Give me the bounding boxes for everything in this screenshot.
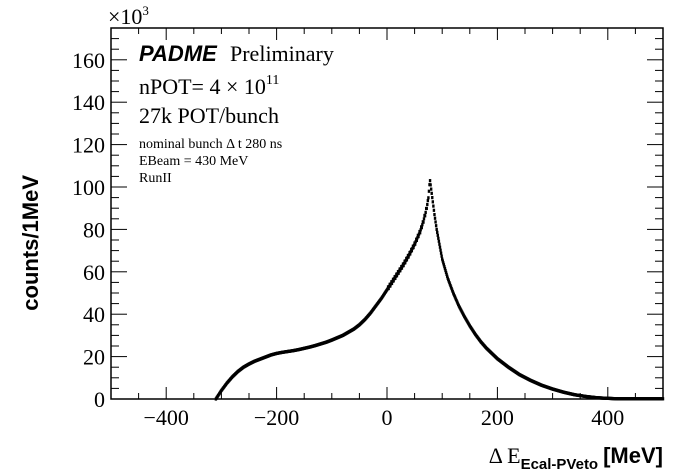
x-tick-label: −400 xyxy=(143,405,188,430)
y-multiplier: ×103 xyxy=(108,3,149,29)
data-point xyxy=(402,264,405,268)
data-point xyxy=(439,251,443,255)
data-point xyxy=(441,257,444,261)
data-point xyxy=(421,223,424,227)
data-point xyxy=(417,235,420,239)
data-point xyxy=(438,242,441,246)
data-point xyxy=(412,246,415,250)
y-tick-label: 120 xyxy=(72,133,105,158)
x-tick-labels: −400 −200 0 200 400 xyxy=(143,405,624,430)
data-point xyxy=(395,274,399,278)
x-axis-ticks xyxy=(110,28,664,399)
data-point xyxy=(399,269,402,273)
data-point xyxy=(392,279,395,283)
data-point xyxy=(404,261,407,265)
data-point xyxy=(437,239,441,243)
data-point xyxy=(415,238,419,243)
data-point xyxy=(427,196,430,200)
data-point xyxy=(408,252,412,256)
data-point xyxy=(387,286,390,291)
data-point xyxy=(438,245,442,249)
y-tick-label: 20 xyxy=(83,345,105,370)
preliminary-label: Preliminary xyxy=(230,41,334,66)
y-tick-label: 100 xyxy=(72,175,105,200)
data-point xyxy=(400,266,404,270)
data-point xyxy=(444,268,447,273)
x-tick-label: 200 xyxy=(481,405,514,430)
data-point xyxy=(436,233,439,237)
bunch-dt-label: nominal bunch Δ t 280 ns xyxy=(139,137,282,152)
data-point xyxy=(397,271,400,275)
data-point xyxy=(428,179,432,183)
data-point xyxy=(434,220,437,224)
data-point xyxy=(413,242,417,246)
data-point xyxy=(435,227,438,231)
brand-label: PADME xyxy=(139,41,218,66)
data-point xyxy=(443,267,447,271)
data-point xyxy=(418,231,422,235)
y-axis-label: counts/1MeV xyxy=(18,175,43,311)
data-point xyxy=(430,191,433,195)
y-tick-label: 40 xyxy=(83,302,105,327)
data-point xyxy=(429,187,433,191)
data-point xyxy=(422,217,426,221)
data-point xyxy=(423,214,427,218)
data-point xyxy=(389,284,392,288)
data-point xyxy=(422,220,425,224)
data-point xyxy=(661,397,665,401)
data-point xyxy=(419,228,422,232)
x-axis-label: Δ EEcal-PVeto [MeV] xyxy=(489,443,663,473)
data-point xyxy=(426,202,429,207)
data-point xyxy=(390,281,394,286)
data-point xyxy=(434,224,438,228)
data-point xyxy=(394,276,397,280)
data-point xyxy=(432,204,435,208)
data-point xyxy=(405,258,409,262)
data-point xyxy=(442,261,445,265)
data-point xyxy=(436,230,439,234)
data-point xyxy=(437,236,440,240)
x-tick-label: −200 xyxy=(254,405,299,430)
data-point xyxy=(444,270,448,275)
data-point xyxy=(431,200,435,204)
data-point xyxy=(424,210,427,215)
data-point xyxy=(429,183,432,187)
data-point xyxy=(443,265,446,269)
data-point xyxy=(410,249,414,253)
y-tick-label: 60 xyxy=(83,260,105,285)
data-point xyxy=(426,198,430,203)
run-label: RunII xyxy=(139,171,172,186)
data-point xyxy=(445,274,449,278)
x-tick-label: 0 xyxy=(382,405,393,430)
data-point xyxy=(433,216,437,220)
data-point xyxy=(431,196,434,200)
data-point xyxy=(420,226,423,230)
data-point xyxy=(439,248,442,252)
data-point xyxy=(442,263,446,267)
ebeam-label: EBeam = 430 MeV xyxy=(139,154,248,169)
y-tick-label: 80 xyxy=(83,217,105,242)
data-point xyxy=(427,189,431,193)
data-points xyxy=(214,179,665,401)
data-point xyxy=(441,259,444,263)
data-point xyxy=(425,206,428,211)
y-tick-label: 140 xyxy=(72,90,105,115)
data-point xyxy=(440,254,443,258)
data-point xyxy=(433,212,436,217)
data-point xyxy=(432,208,436,212)
y-tick-label: 160 xyxy=(72,48,105,73)
data-point xyxy=(445,272,448,276)
y-tick-labels: 0 20 40 60 80 100 120 140 160 xyxy=(72,48,105,412)
x-tick-label: 400 xyxy=(591,405,624,430)
pot-bunch-label: 27k POT/bunch xyxy=(139,103,279,128)
y-tick-label: 0 xyxy=(94,387,105,412)
data-point xyxy=(407,255,410,259)
npot-label: nPOT= 4 × 1011 xyxy=(139,73,279,99)
